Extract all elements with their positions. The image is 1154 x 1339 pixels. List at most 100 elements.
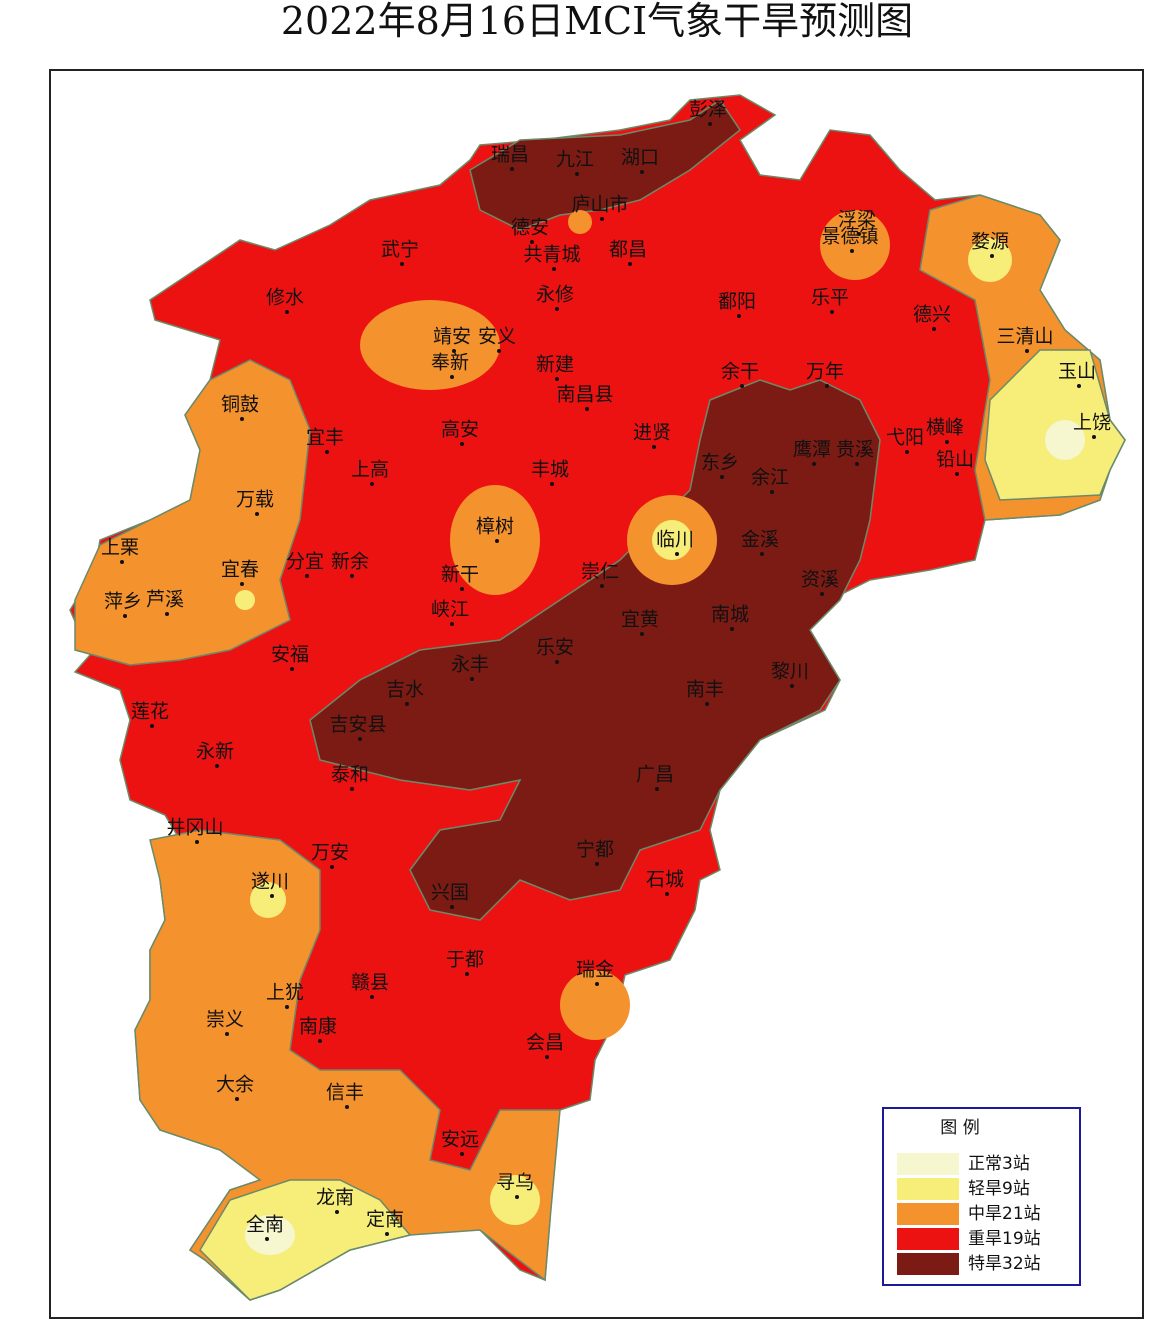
city-dot bbox=[812, 462, 816, 466]
city-dot bbox=[460, 587, 464, 591]
city-label: 贵溪 bbox=[836, 439, 874, 461]
city-dot bbox=[595, 862, 599, 866]
city-label: 南昌县 bbox=[556, 384, 613, 406]
city-label: 共青城 bbox=[523, 244, 580, 266]
city-dot bbox=[652, 445, 656, 449]
city-label: 吉安县 bbox=[329, 714, 386, 736]
city-dot bbox=[640, 632, 644, 636]
city-dot bbox=[325, 450, 329, 454]
city-dot bbox=[318, 1039, 322, 1043]
city-dot bbox=[552, 267, 556, 271]
drought-region bbox=[250, 882, 286, 918]
city-dot bbox=[530, 240, 534, 244]
city-label: 德安 bbox=[511, 217, 549, 239]
city-dot bbox=[265, 1237, 269, 1241]
city-dot bbox=[335, 1210, 339, 1214]
city-label: 新余 bbox=[331, 551, 369, 573]
city-label: 德兴 bbox=[913, 304, 951, 326]
city-label: 资溪 bbox=[801, 569, 839, 591]
legend-swatch bbox=[897, 1253, 959, 1275]
city-label: 上栗 bbox=[101, 537, 139, 559]
city-dot bbox=[905, 450, 909, 454]
city-label: 武宁 bbox=[381, 239, 419, 261]
city-label: 婺源 bbox=[971, 231, 1009, 253]
city-label: 信丰 bbox=[326, 1082, 364, 1104]
city-dot bbox=[465, 972, 469, 976]
city-label: 浮梁 bbox=[838, 209, 876, 231]
city-label: 玉山 bbox=[1058, 361, 1096, 383]
city-label: 吉水 bbox=[386, 679, 424, 701]
city-label: 赣县 bbox=[351, 972, 389, 994]
city-dot bbox=[830, 310, 834, 314]
city-label: 修水 bbox=[266, 287, 304, 309]
city-label: 东乡 bbox=[701, 452, 739, 474]
city-label: 彭泽 bbox=[689, 99, 727, 121]
legend-label: 重旱19站 bbox=[968, 1229, 1041, 1249]
city-dot bbox=[850, 249, 854, 253]
city-label: 广昌 bbox=[636, 764, 674, 786]
city-label: 金溪 bbox=[741, 529, 779, 551]
city-label: 高安 bbox=[441, 419, 479, 441]
city-dot bbox=[1025, 349, 1029, 353]
city-label: 上高 bbox=[351, 459, 389, 481]
city-dot bbox=[450, 622, 454, 626]
city-label: 泰和 bbox=[331, 764, 369, 786]
city-label: 兴国 bbox=[431, 882, 469, 904]
city-dot bbox=[460, 1152, 464, 1156]
city-dot bbox=[150, 724, 154, 728]
city-dot bbox=[370, 482, 374, 486]
city-label: 寻乌 bbox=[496, 1172, 534, 1194]
city-dot bbox=[460, 442, 464, 446]
city-dot bbox=[450, 905, 454, 909]
city-label: 靖安 bbox=[433, 326, 471, 348]
city-dot bbox=[820, 592, 824, 596]
city-label: 庐山市 bbox=[571, 194, 628, 216]
city-dot bbox=[555, 307, 559, 311]
city-label: 樟树 bbox=[476, 516, 514, 538]
drought-region bbox=[560, 970, 630, 1040]
legend-label: 特旱32站 bbox=[968, 1254, 1041, 1274]
city-dot bbox=[240, 582, 244, 586]
city-dot bbox=[640, 170, 644, 174]
city-label: 乐安 bbox=[536, 637, 574, 659]
city-dot bbox=[595, 982, 599, 986]
drought-region bbox=[469, 98, 742, 231]
city-label: 万安 bbox=[311, 842, 349, 864]
city-dot bbox=[790, 684, 794, 688]
city-label: 石城 bbox=[646, 869, 684, 891]
city-dot bbox=[600, 584, 604, 588]
city-dot bbox=[600, 217, 604, 221]
city-label: 于都 bbox=[446, 949, 484, 971]
city-label: 大余 bbox=[216, 1074, 254, 1096]
city-dot bbox=[195, 840, 199, 844]
drought-region bbox=[245, 1215, 295, 1255]
legend-swatch bbox=[897, 1228, 959, 1250]
city-dot bbox=[555, 377, 559, 381]
city-dot bbox=[585, 407, 589, 411]
city-dot bbox=[370, 995, 374, 999]
city-label: 余江 bbox=[751, 467, 789, 489]
city-label: 上犹 bbox=[266, 982, 304, 1004]
city-label: 安义 bbox=[478, 326, 516, 348]
city-dot bbox=[720, 475, 724, 479]
city-dot bbox=[855, 462, 859, 466]
city-dot bbox=[770, 490, 774, 494]
city-label: 崇仁 bbox=[581, 561, 619, 583]
city-dot bbox=[515, 1195, 519, 1199]
city-dot bbox=[1077, 384, 1081, 388]
city-dot bbox=[290, 667, 294, 671]
city-dot bbox=[510, 167, 514, 171]
city-label: 横峰 bbox=[926, 417, 964, 439]
city-label: 三清山 bbox=[996, 326, 1053, 348]
city-dot bbox=[955, 472, 959, 476]
city-dot bbox=[235, 1097, 239, 1101]
city-label: 景德镇 bbox=[821, 226, 878, 248]
title: 2022年8月16日MCI气象干旱预测图 bbox=[281, 0, 913, 43]
city-dot bbox=[225, 1032, 229, 1036]
city-label: 万年 bbox=[806, 361, 844, 383]
regions bbox=[69, 94, 1126, 1301]
city-label: 峡江 bbox=[431, 599, 469, 621]
legend-swatch bbox=[897, 1178, 959, 1200]
